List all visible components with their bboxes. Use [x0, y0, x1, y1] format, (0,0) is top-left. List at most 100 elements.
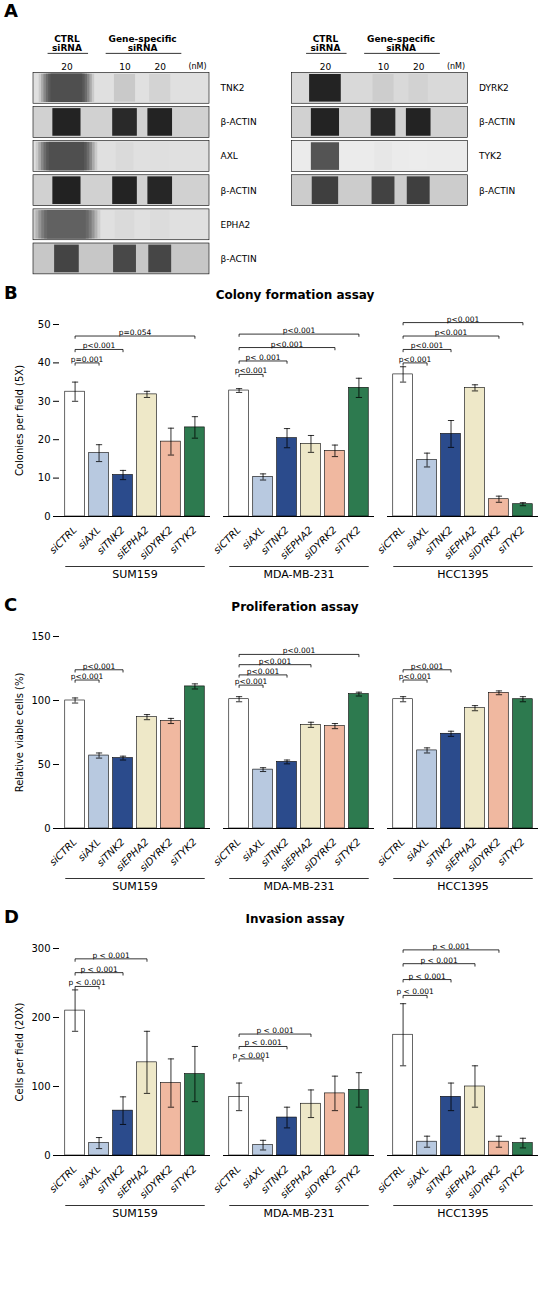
svg-text:siDYRK2: siDYRK2	[465, 1163, 502, 1200]
svg-text:siDYRK2: siDYRK2	[137, 524, 174, 561]
svg-text:β-ACTIN: β-ACTIN	[479, 186, 515, 196]
svg-text:TYK2: TYK2	[478, 151, 502, 161]
svg-text:siDYRK2: siDYRK2	[465, 836, 502, 873]
svg-text:20: 20	[61, 62, 73, 72]
svg-text:p<0.001: p<0.001	[447, 315, 480, 324]
svg-text:p < 0.001: p < 0.001	[420, 956, 458, 965]
svg-text:20: 20	[154, 62, 166, 72]
svg-text:Gene-specificsiRNA: Gene-specificsiRNA	[367, 34, 435, 53]
svg-text:AXL: AXL	[221, 151, 238, 161]
svg-text:10: 10	[378, 62, 390, 72]
svg-text:siCTRL: siCTRL	[211, 836, 243, 868]
svg-text:siCTRL: siCTRL	[47, 836, 79, 868]
svg-text:DYRK2: DYRK2	[479, 83, 509, 93]
svg-text:20: 20	[38, 434, 51, 445]
svg-text:Colonies per field (5X): Colonies per field (5X)	[14, 365, 25, 476]
svg-text:p<0.001: p<0.001	[71, 672, 104, 681]
svg-text:p<0.001: p<0.001	[235, 366, 268, 375]
svg-text:β-ACTIN: β-ACTIN	[221, 186, 257, 196]
svg-text:p < 0.001: p < 0.001	[232, 1051, 270, 1060]
svg-text:TNK2: TNK2	[220, 83, 245, 93]
svg-text:50: 50	[38, 319, 51, 330]
svg-text:p<0.001: p<0.001	[259, 657, 292, 666]
svg-text:p<0.001: p<0.001	[83, 662, 116, 671]
svg-text:siDYRK2: siDYRK2	[465, 524, 502, 561]
svg-text:siTYK2: siTYK2	[495, 524, 526, 555]
svg-text:p=0.001: p=0.001	[71, 355, 104, 364]
svg-text:siCTRL: siCTRL	[375, 1163, 407, 1195]
svg-text:p=0.054: p=0.054	[119, 328, 152, 337]
svg-text:SUM159: SUM159	[112, 568, 158, 581]
svg-text:300: 300	[31, 943, 50, 954]
svg-text:Relative viable cells (%): Relative viable cells (%)	[14, 673, 25, 793]
svg-text:siTYK2: siTYK2	[495, 836, 526, 867]
svg-text:p<0.001: p<0.001	[247, 667, 280, 676]
svg-text:p< 0.001: p< 0.001	[246, 353, 281, 362]
svg-text:20: 20	[320, 62, 332, 72]
svg-text:10: 10	[119, 62, 131, 72]
svg-text:0: 0	[44, 511, 50, 522]
svg-text:40: 40	[38, 357, 51, 368]
svg-text:siTYK2: siTYK2	[331, 1163, 362, 1194]
svg-text:p<0.001: p<0.001	[435, 328, 468, 337]
svg-text:p<0.001: p<0.001	[283, 326, 316, 335]
svg-text:MDA-MB-231: MDA-MB-231	[263, 880, 334, 893]
svg-text:SUM159: SUM159	[112, 880, 158, 893]
svg-text:MDA-MB-231: MDA-MB-231	[263, 568, 334, 581]
svg-text:Gene-specificsiRNA: Gene-specificsiRNA	[109, 34, 177, 53]
svg-text:200: 200	[31, 1012, 50, 1023]
svg-text:β-ACTIN: β-ACTIN	[479, 117, 515, 127]
svg-text:HCC1395: HCC1395	[437, 1207, 489, 1220]
svg-text:20: 20	[413, 62, 425, 72]
svg-text:Cells per field (20X): Cells per field (20X)	[14, 1002, 25, 1101]
svg-text:siDYRK2: siDYRK2	[301, 836, 338, 873]
svg-text:siDYRK2: siDYRK2	[301, 524, 338, 561]
svg-text:siCTRL: siCTRL	[47, 1163, 79, 1195]
svg-text:siTYK2: siTYK2	[167, 524, 198, 555]
svg-text:p < 0.001: p < 0.001	[80, 965, 118, 974]
svg-text:siCTRL: siCTRL	[375, 836, 407, 868]
svg-text:p < 0.001: p < 0.001	[396, 987, 434, 996]
svg-text:siTYK2: siTYK2	[167, 1163, 198, 1194]
svg-text:EPHA2: EPHA2	[221, 220, 251, 230]
svg-text:p<0.001: p<0.001	[399, 672, 432, 681]
svg-text:SUM159: SUM159	[112, 1207, 158, 1220]
svg-text:(nM): (nM)	[447, 62, 465, 71]
svg-text:siCTRL: siCTRL	[211, 524, 243, 556]
svg-text:siTYK2: siTYK2	[331, 524, 362, 555]
svg-text:p < 0.001: p < 0.001	[256, 1026, 294, 1035]
svg-text:siCTRL: siCTRL	[211, 1163, 243, 1195]
svg-text:p<0.001: p<0.001	[283, 646, 316, 655]
svg-text:CTRLsiRNA: CTRLsiRNA	[311, 34, 341, 53]
svg-text:β-ACTIN: β-ACTIN	[221, 254, 257, 264]
svg-text:100: 100	[31, 1081, 50, 1092]
svg-text:p<0.001: p<0.001	[399, 355, 432, 364]
svg-text:50: 50	[38, 759, 51, 770]
svg-text:p<0.001: p<0.001	[83, 341, 116, 350]
svg-text:10: 10	[38, 472, 51, 483]
svg-text:MDA-MB-231: MDA-MB-231	[263, 1207, 334, 1220]
svg-text:siDYRK2: siDYRK2	[137, 836, 174, 873]
svg-text:p < 0.001: p < 0.001	[408, 972, 446, 981]
svg-text:p < 0.001: p < 0.001	[92, 951, 130, 960]
svg-text:p<0.001: p<0.001	[235, 677, 268, 686]
svg-text:siDYRK2: siDYRK2	[137, 1163, 174, 1200]
svg-text:(nM): (nM)	[188, 62, 206, 71]
svg-text:p < 0.001: p < 0.001	[244, 1038, 282, 1047]
svg-text:p<0.001: p<0.001	[411, 341, 444, 350]
svg-text:p < 0.001: p < 0.001	[432, 942, 470, 951]
svg-text:siCTRL: siCTRL	[375, 524, 407, 556]
svg-text:p<0.001: p<0.001	[411, 662, 444, 671]
svg-text:siCTRL: siCTRL	[47, 524, 79, 556]
svg-text:0: 0	[44, 823, 50, 834]
svg-text:siTYK2: siTYK2	[495, 1163, 526, 1194]
svg-text:0: 0	[44, 1150, 50, 1161]
svg-text:p<0.001: p<0.001	[271, 340, 304, 349]
svg-text:HCC1395: HCC1395	[437, 568, 489, 581]
svg-text:p < 0.001: p < 0.001	[68, 978, 106, 987]
svg-text:siTYK2: siTYK2	[331, 836, 362, 867]
svg-text:150: 150	[31, 631, 50, 642]
svg-text:HCC1395: HCC1395	[437, 880, 489, 893]
svg-text:siDYRK2: siDYRK2	[301, 1163, 338, 1200]
svg-text:CTRLsiRNA: CTRLsiRNA	[52, 34, 82, 53]
